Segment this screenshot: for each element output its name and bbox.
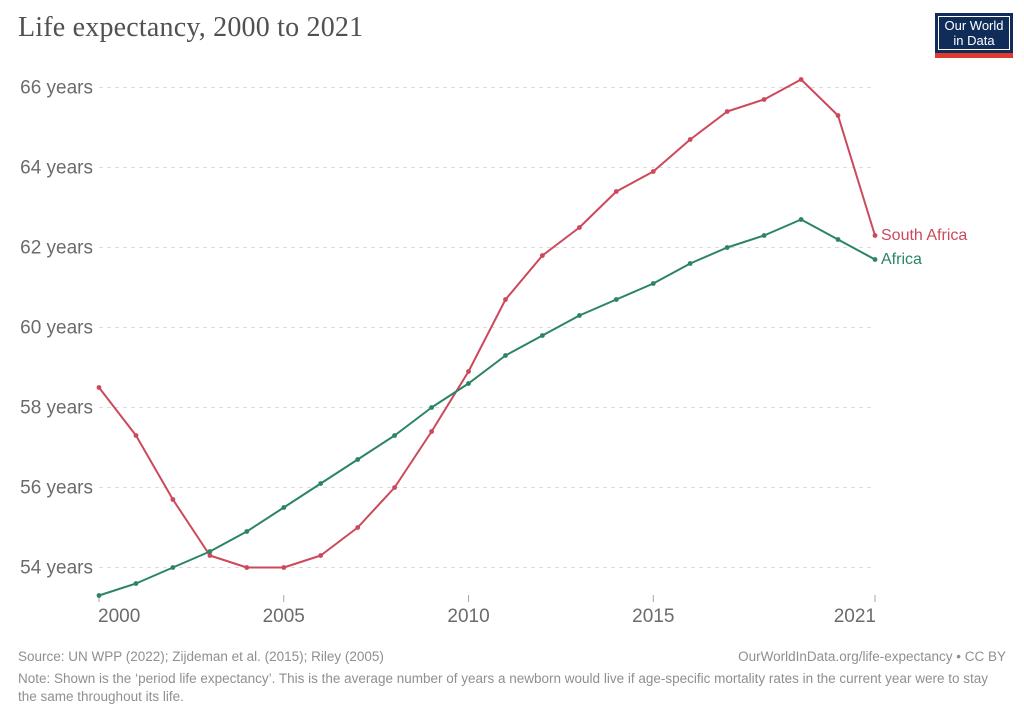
- data-point: [872, 233, 878, 238]
- owid-logo[interactable]: Our World in Data: [935, 13, 1013, 58]
- logo-line1: Our World: [944, 18, 1004, 33]
- attribution-link[interactable]: OurWorldInData.org/life-expectancy • CC …: [738, 649, 1006, 664]
- note-text: Note: Shown is the ‘period life expectan…: [18, 670, 988, 705]
- data-point: [466, 369, 471, 374]
- data-point: [724, 245, 730, 250]
- data-point: [318, 481, 324, 486]
- data-point: [392, 485, 397, 490]
- data-point: [577, 313, 582, 318]
- data-point: [96, 385, 102, 390]
- data-point: [835, 237, 841, 242]
- x-axis-label: 2005: [263, 606, 305, 627]
- data-point: [798, 217, 804, 222]
- data-point: [429, 429, 434, 434]
- data-point: [170, 497, 176, 502]
- data-point: [650, 281, 656, 286]
- data-point: [577, 225, 582, 230]
- chart-footer: Source: UN WPP (2022); Zijdeman et al. (…: [18, 648, 1006, 707]
- x-axis-label: 2010: [447, 606, 489, 627]
- x-axis-label: 2015: [632, 606, 674, 627]
- data-point: [281, 565, 287, 570]
- series-line-south-africa: [98, 78, 876, 569]
- data-point: [872, 257, 878, 262]
- data-point: [650, 169, 656, 174]
- data-point: [133, 581, 139, 586]
- data-point: [798, 77, 804, 82]
- data-point: [133, 433, 139, 438]
- y-axis-label: 58 years: [20, 398, 93, 419]
- series-line-africa: [98, 218, 876, 597]
- series-label-africa[interactable]: Africa: [881, 250, 922, 268]
- y-axis-label: 66 years: [20, 78, 93, 99]
- x-axis-label: 2000: [98, 606, 140, 627]
- y-axis-label: 62 years: [20, 238, 93, 259]
- data-point: [355, 457, 361, 462]
- data-point: [687, 261, 693, 266]
- data-point: [613, 297, 619, 302]
- data-point: [318, 553, 324, 558]
- data-point: [761, 97, 767, 102]
- data-point: [835, 113, 841, 118]
- data-point: [244, 565, 250, 570]
- logo-text: Our World in Data: [938, 16, 1010, 50]
- data-point: [207, 553, 213, 558]
- data-point: [281, 505, 287, 510]
- series-label-south-africa[interactable]: South Africa: [881, 226, 968, 244]
- data-point: [761, 233, 767, 238]
- logo-red-bar: [935, 53, 1013, 58]
- data-point: [540, 333, 545, 338]
- data-point: [503, 353, 508, 358]
- data-point: [207, 549, 213, 554]
- y-axis-label: 54 years: [20, 558, 93, 579]
- data-point: [244, 529, 250, 534]
- y-axis-label: 64 years: [20, 158, 93, 179]
- y-axis-label: 60 years: [20, 318, 93, 339]
- data-point: [687, 137, 693, 142]
- data-point: [170, 565, 176, 570]
- data-point: [392, 433, 397, 438]
- data-point: [355, 525, 361, 530]
- data-point: [466, 381, 471, 386]
- data-point: [96, 593, 102, 598]
- source-text: Source: UN WPP (2022); Zijdeman et al. (…: [18, 649, 384, 664]
- data-point: [724, 109, 730, 114]
- data-point: [540, 253, 545, 258]
- logo-line2: in Data: [953, 33, 995, 48]
- chart-title: Life expectancy, 2000 to 2021: [18, 12, 364, 43]
- x-axis-label: 2021: [834, 606, 876, 627]
- y-axis-label: 56 years: [20, 478, 93, 499]
- data-point: [613, 189, 619, 194]
- data-point: [429, 405, 434, 410]
- data-point: [503, 297, 508, 302]
